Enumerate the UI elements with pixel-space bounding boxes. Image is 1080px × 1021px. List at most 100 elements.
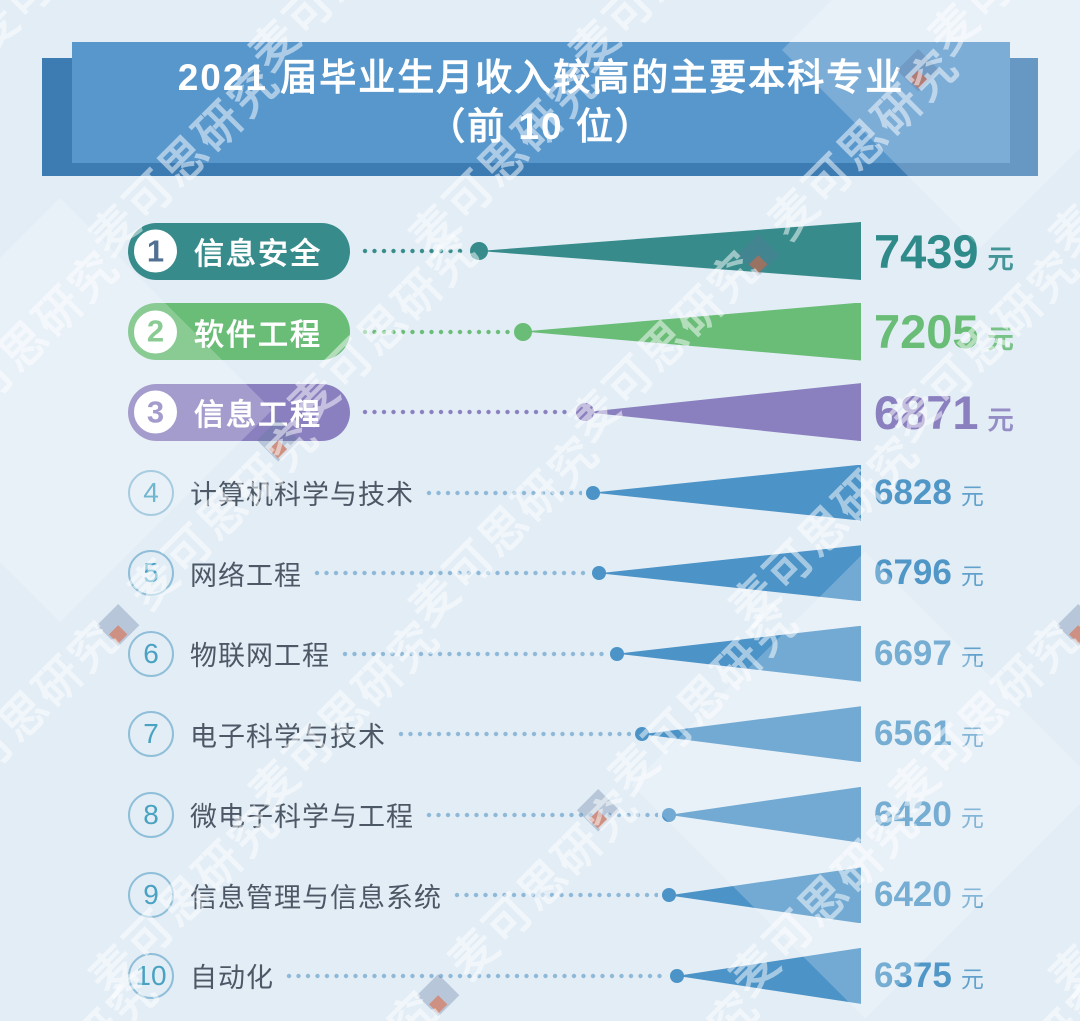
rank-badge: 1 信息安全	[128, 222, 350, 280]
value-label: 6420 元	[861, 795, 1070, 835]
rank-number: 4	[143, 476, 159, 508]
value-unit: 元	[960, 724, 984, 751]
value-number: 7439	[874, 224, 979, 278]
value-wedge	[479, 222, 861, 280]
major-label: 网络工程	[190, 560, 302, 591]
major-label: 计算机科学与技术	[190, 480, 414, 511]
rank-number: 9	[143, 879, 159, 911]
watermark-text: 麦可思研究	[0, 610, 130, 821]
value-number: 6796	[874, 553, 952, 593]
value-label: 6796 元	[861, 553, 1070, 593]
rank-circle: 6	[128, 630, 174, 677]
list-item: 3 信息工程 6871 元	[128, 373, 1070, 451]
dotted-leader	[362, 248, 466, 254]
page-subtitle: （前 10 位）	[428, 105, 654, 147]
list-item: 5 网络工程 6796 元	[128, 534, 1070, 612]
value-number: 7205	[874, 305, 979, 359]
watermark-tile: 麦可思研究	[0, 603, 132, 823]
value-number: 6828	[874, 472, 952, 512]
rank-circle: 10	[128, 952, 174, 999]
value-unit: 元	[960, 563, 984, 590]
rank-number: 6	[143, 637, 159, 669]
rank-number: 3	[146, 394, 165, 430]
list-item: 9 信息管理与信息系统 6420 元	[128, 856, 1070, 934]
rank-circle: 9	[128, 872, 174, 919]
list-item: 1 信息安全 7439 元	[128, 212, 1070, 290]
dotted-leader	[398, 731, 631, 738]
rank-circle: 8	[128, 791, 174, 838]
value-wedge	[585, 383, 861, 442]
title-banner: 2021 届毕业生月收入较高的主要本科专业 （前 10 位）	[0, 0, 1080, 190]
value-label: 6561 元	[861, 714, 1070, 754]
major-label: 信息管理与信息系统	[190, 882, 442, 913]
rank-circle: 1	[131, 226, 180, 276]
major-label: 物联网工程	[190, 641, 330, 672]
value-number: 6420	[874, 794, 952, 834]
rank-circle: 4	[128, 469, 174, 516]
value-number: 6420	[874, 875, 952, 915]
list-item: 10 自动化 6375 元	[128, 937, 1070, 1015]
value-wedge	[669, 786, 861, 843]
value-number: 6375	[874, 955, 952, 995]
value-wedge	[677, 947, 861, 1004]
value-label: 6828 元	[861, 473, 1070, 513]
major-label: 微电子科学与工程	[190, 802, 414, 833]
rank-number: 8	[143, 798, 159, 830]
ranking-list: 1 信息安全 7439 元 2 软件工程 7205 元 3 信息工程 6871 元 4 计算机科学与技术 6…	[128, 212, 1070, 1015]
list-item: 7 电子科学与技术 6561 元	[128, 695, 1070, 773]
value-unit: 元	[960, 643, 984, 670]
value-number: 6871	[874, 385, 979, 439]
value-label: 7205 元	[861, 304, 1070, 359]
value-label: 6420 元	[861, 875, 1070, 915]
value-unit: 元	[960, 965, 984, 992]
rank-circle: 3	[131, 387, 180, 437]
rank-number: 7	[143, 718, 159, 750]
value-unit: 元	[960, 885, 984, 912]
value-number: 6697	[874, 633, 952, 673]
major-label: 信息安全	[194, 238, 322, 271]
dotted-leader	[362, 328, 510, 335]
dotted-leader	[286, 972, 666, 979]
rank-number: 5	[143, 557, 159, 589]
dotted-leader	[426, 811, 658, 818]
value-unit: 元	[960, 804, 984, 831]
dotted-leader	[454, 892, 658, 899]
value-wedge	[593, 464, 861, 521]
title-banner-face: 2021 届毕业生月收入较高的主要本科专业 （前 10 位）	[72, 42, 1010, 163]
list-item: 6 物联网工程 6697 元	[128, 615, 1070, 693]
value-unit: 元	[987, 243, 1014, 274]
value-wedge	[642, 706, 861, 763]
value-wedge	[617, 625, 861, 682]
value-unit: 元	[987, 324, 1014, 355]
rank-badge: 2 软件工程	[128, 303, 350, 361]
rank-badge: 3 信息工程	[128, 383, 350, 441]
major-label: 自动化	[190, 963, 274, 994]
rank-number: 1	[146, 233, 165, 268]
value-label: 6871 元	[861, 385, 1070, 440]
major-label: 软件工程	[194, 318, 322, 352]
watermark-text: 麦可思研究	[0, 240, 130, 451]
rank-circle: 2	[131, 307, 180, 357]
rank-circle: 5	[128, 550, 174, 597]
value-label: 6375 元	[861, 956, 1070, 996]
list-item: 8 微电子科学与工程 6420 元	[128, 776, 1070, 854]
value-unit: 元	[987, 404, 1014, 435]
list-item: 2 软件工程 7205 元	[128, 293, 1070, 371]
value-wedge	[599, 545, 861, 602]
value-wedge	[523, 302, 861, 361]
watermark-tile: 麦可思研究	[0, 233, 132, 453]
value-wedge	[669, 867, 861, 924]
rank-circle: 7	[128, 711, 174, 758]
dotted-leader	[314, 570, 588, 577]
major-label: 信息工程	[194, 399, 322, 433]
dotted-leader	[362, 409, 572, 416]
dotted-leader	[342, 650, 606, 657]
rank-number: 10	[135, 959, 167, 991]
dotted-leader	[426, 489, 582, 496]
value-number: 6561	[874, 714, 952, 754]
list-item: 4 计算机科学与技术 6828 元	[128, 454, 1070, 532]
value-label: 7439 元	[861, 224, 1070, 279]
value-unit: 元	[960, 482, 984, 509]
page-title: 2021 届毕业生月收入较高的主要本科专业	[177, 56, 905, 98]
major-label: 电子科学与技术	[190, 721, 386, 752]
